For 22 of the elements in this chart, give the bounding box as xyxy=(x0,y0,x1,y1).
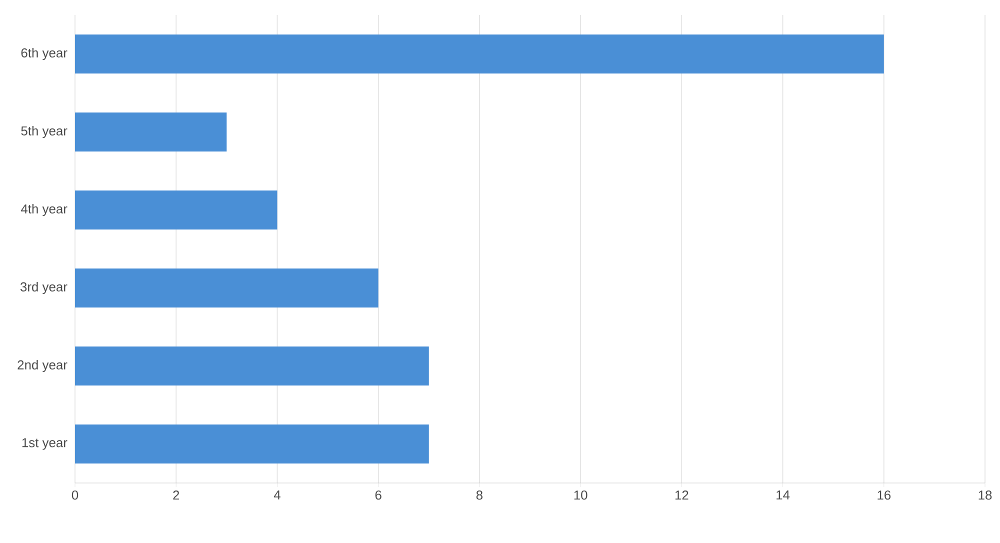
y-tick-label: 4th year xyxy=(20,204,68,216)
x-tick-label: 4 xyxy=(274,490,280,500)
x-tick-label: 16 xyxy=(878,490,891,500)
x-tick-label: 12 xyxy=(675,490,688,500)
y-tick-label: 5th year xyxy=(21,126,68,138)
x-tick-label: 14 xyxy=(776,490,790,500)
bar xyxy=(75,34,884,74)
y-tick-label: 6th year xyxy=(21,48,68,60)
x-tick-label: 10 xyxy=(574,490,588,500)
x-tick-label: 8 xyxy=(476,490,482,500)
bar xyxy=(75,112,227,152)
x-tick-label: 6 xyxy=(375,490,382,500)
x-tick-label: 2 xyxy=(173,490,180,500)
y-tick-label: 2nd year xyxy=(18,360,68,372)
bar xyxy=(75,424,429,464)
y-tick-label: 1st year xyxy=(22,438,68,450)
bar xyxy=(75,346,429,386)
y-tick-label: 3rd year xyxy=(20,282,68,294)
bar xyxy=(75,268,378,308)
bar xyxy=(75,190,278,230)
x-tick-label: 0 xyxy=(72,490,78,500)
x-tick-label: 18 xyxy=(978,490,992,500)
